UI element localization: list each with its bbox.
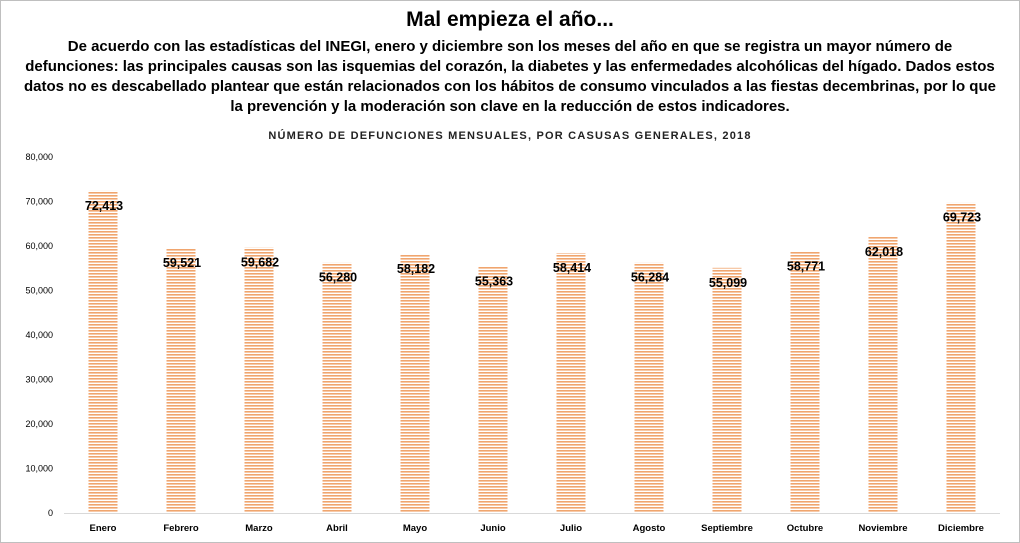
bar-value-label: 55,363 xyxy=(475,275,513,289)
bar-enero xyxy=(88,190,118,513)
x-tick-label: Diciembre xyxy=(938,523,984,534)
y-tick-label: 80,000 xyxy=(25,152,53,162)
bar-mayo xyxy=(400,254,430,514)
bar-value-label: 58,771 xyxy=(787,259,825,273)
y-tick-label: 20,000 xyxy=(25,419,53,429)
y-tick-label: 60,000 xyxy=(25,241,53,251)
x-tick-label: Noviembre xyxy=(858,523,907,534)
x-tick-label: Enero xyxy=(90,523,117,534)
x-axis: Enero Febrero Marzo Abril Mayo Junio Julio Agos… xyxy=(64,513,1000,534)
bar-value-label: 58,414 xyxy=(553,261,591,275)
bar-value-label: 62,018 xyxy=(865,245,903,259)
bar-septiembre xyxy=(712,267,742,513)
y-tick-label: 30,000 xyxy=(25,375,53,385)
bar-octubre xyxy=(790,251,820,513)
bar-value-label: 69,723 xyxy=(943,211,981,225)
chart-title: NÚMERO DE DEFUNCIONES MENSUALES, POR CAS… xyxy=(268,130,752,142)
y-tick-label: 0 xyxy=(48,508,53,518)
bar-value-label: 56,284 xyxy=(631,271,669,285)
bar-value-label: 72,413 xyxy=(85,199,123,213)
bar-marzo xyxy=(244,247,274,513)
y-tick-label: 10,000 xyxy=(25,464,53,474)
x-tick-label: Marzo xyxy=(245,523,273,534)
x-tick-label: Abril xyxy=(326,523,348,534)
bar-value-label: 59,521 xyxy=(163,256,201,270)
page-subtitle: De acuerdo con las estadísticas del INEG… xyxy=(24,38,996,115)
x-tick-label: Agosto xyxy=(633,523,666,534)
y-tick-label: 40,000 xyxy=(25,330,53,340)
page-title: Mal empieza el año... xyxy=(406,8,614,31)
bar-agosto xyxy=(634,262,664,513)
x-tick-label: Junio xyxy=(480,523,506,534)
x-tick-label: Mayo xyxy=(403,523,427,534)
bar-diciembre xyxy=(946,202,976,513)
bar-value-label: 55,099 xyxy=(709,276,747,290)
bar-value-label: 58,182 xyxy=(397,262,435,276)
bar-julio xyxy=(556,253,586,514)
y-axis: 0 10,000 20,000 30,000 40,000 50,000 60,000 70,… xyxy=(25,152,53,518)
bar-junio xyxy=(478,266,508,513)
y-tick-label: 70,000 xyxy=(25,197,53,207)
x-tick-label: Febrero xyxy=(163,523,199,534)
bar-noviembre xyxy=(868,237,898,513)
x-tick-label: Septiembre xyxy=(701,523,753,534)
bar-abril xyxy=(322,262,352,513)
x-tick-label: Octubre xyxy=(787,523,823,534)
bar-value-label: 56,280 xyxy=(319,271,357,285)
y-tick-label: 50,000 xyxy=(25,286,53,296)
bar-febrero xyxy=(166,248,196,514)
x-tick-label: Julio xyxy=(560,523,582,534)
bars: 72,413 59,521 59,682 56,280 58,182 55,363 58,4… xyxy=(85,190,981,514)
bar-value-label: 59,682 xyxy=(241,255,279,269)
